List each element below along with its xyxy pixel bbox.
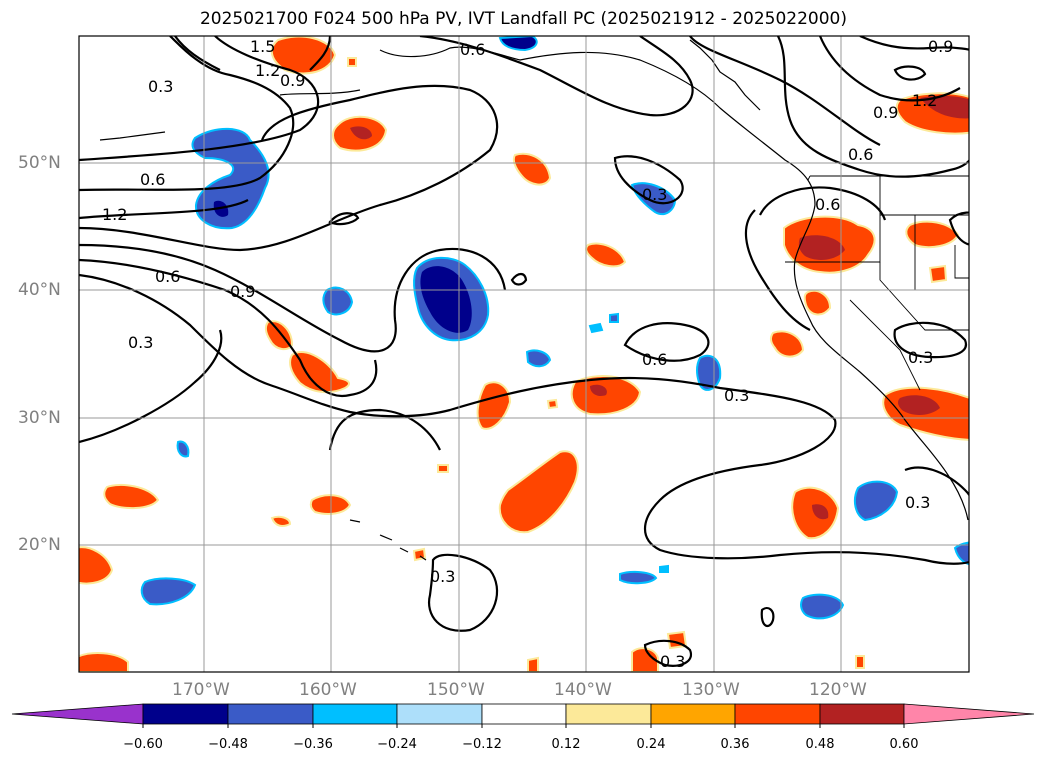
colorbar-tick-label: −0.60 bbox=[123, 737, 163, 752]
colorbar-extend-max bbox=[903, 703, 1035, 725]
lon-label: 170°W bbox=[172, 680, 230, 700]
colorbar-swatch bbox=[396, 703, 483, 725]
lon-label: 120°W bbox=[809, 680, 867, 700]
colorbar-tick-label: −0.48 bbox=[208, 737, 248, 752]
contour-label: 0.6 bbox=[848, 145, 873, 164]
contour-label: 1.2 bbox=[912, 91, 937, 110]
colorbar-tick-label: 0.48 bbox=[805, 737, 835, 752]
pv-contours bbox=[79, 36, 969, 667]
colorbar-tick-label: 0.12 bbox=[551, 737, 581, 752]
colorbar-swatch bbox=[650, 703, 736, 725]
positive-anomaly-shading bbox=[79, 36, 969, 672]
lat-label: 20°N bbox=[18, 535, 61, 555]
colorbar-swatch bbox=[819, 703, 905, 725]
contour-label: 0.6 bbox=[155, 267, 180, 286]
colorbar-swatch bbox=[481, 703, 567, 725]
contour-label: 0.3 bbox=[660, 652, 685, 671]
contour-label: 0.6 bbox=[140, 170, 165, 189]
colorbar-extend-min bbox=[11, 703, 144, 725]
lat-label: 50°N bbox=[18, 153, 61, 173]
map-frame bbox=[78, 35, 970, 673]
lon-label: 130°W bbox=[682, 680, 740, 700]
contour-label: 0.9 bbox=[230, 282, 255, 301]
colorbar-tick-label: 0.60 bbox=[889, 737, 919, 752]
graticule bbox=[79, 36, 969, 672]
contour-label: 0.6 bbox=[815, 195, 840, 214]
contour-label: 0.3 bbox=[128, 333, 153, 352]
colorbar-swatch bbox=[734, 703, 821, 725]
contour-label: 0.6 bbox=[460, 40, 485, 59]
colorbar-swatch bbox=[227, 703, 314, 725]
colorbar-tick-label: −0.12 bbox=[462, 737, 502, 752]
political-borders bbox=[785, 175, 969, 391]
lat-label: 40°N bbox=[18, 280, 61, 300]
contour-label: 0.3 bbox=[148, 77, 173, 96]
contour-label: 0.9 bbox=[873, 103, 898, 122]
colorbar-tick-label: 0.36 bbox=[720, 737, 750, 752]
contour-label: 1.2 bbox=[255, 61, 280, 80]
contour-label: 1.5 bbox=[250, 37, 275, 56]
contour-label: 0.9 bbox=[280, 71, 305, 90]
lat-label: 30°N bbox=[18, 408, 61, 428]
lon-label: 140°W bbox=[554, 680, 612, 700]
contour-label: 0.3 bbox=[642, 185, 667, 204]
contour-label: 0.6 bbox=[642, 350, 667, 369]
contour-label: 0.3 bbox=[908, 348, 933, 367]
contour-label: 0.9 bbox=[928, 37, 953, 56]
lon-label: 150°W bbox=[427, 680, 485, 700]
map-area: 1.5 1.2 0.9 0.6 0.3 0.6 1.2 0.6 0.9 0.3 … bbox=[79, 36, 969, 672]
contour-label: 0.3 bbox=[905, 493, 930, 512]
contour-label: 1.2 bbox=[102, 205, 127, 224]
contour-label: 0.3 bbox=[724, 386, 749, 405]
contour-label: 0.3 bbox=[430, 567, 455, 586]
colorbar bbox=[11, 703, 1035, 728]
colorbar-tick-label: 0.24 bbox=[636, 737, 666, 752]
lon-label: 160°W bbox=[299, 680, 357, 700]
colorbar-swatch bbox=[565, 703, 652, 725]
colorbar-tick-label: −0.24 bbox=[377, 737, 417, 752]
colorbar-swatch bbox=[142, 703, 229, 725]
colorbar-swatch bbox=[312, 703, 398, 725]
colorbar-tick-label: −0.36 bbox=[293, 737, 333, 752]
plot-title: 2025021700 F024 500 hPa PV, IVT Landfall… bbox=[199, 9, 847, 29]
negative-anomaly-shading bbox=[140, 36, 969, 620]
contour-labels: 1.5 1.2 0.9 0.6 0.3 0.6 1.2 0.6 0.9 0.3 … bbox=[102, 37, 953, 671]
